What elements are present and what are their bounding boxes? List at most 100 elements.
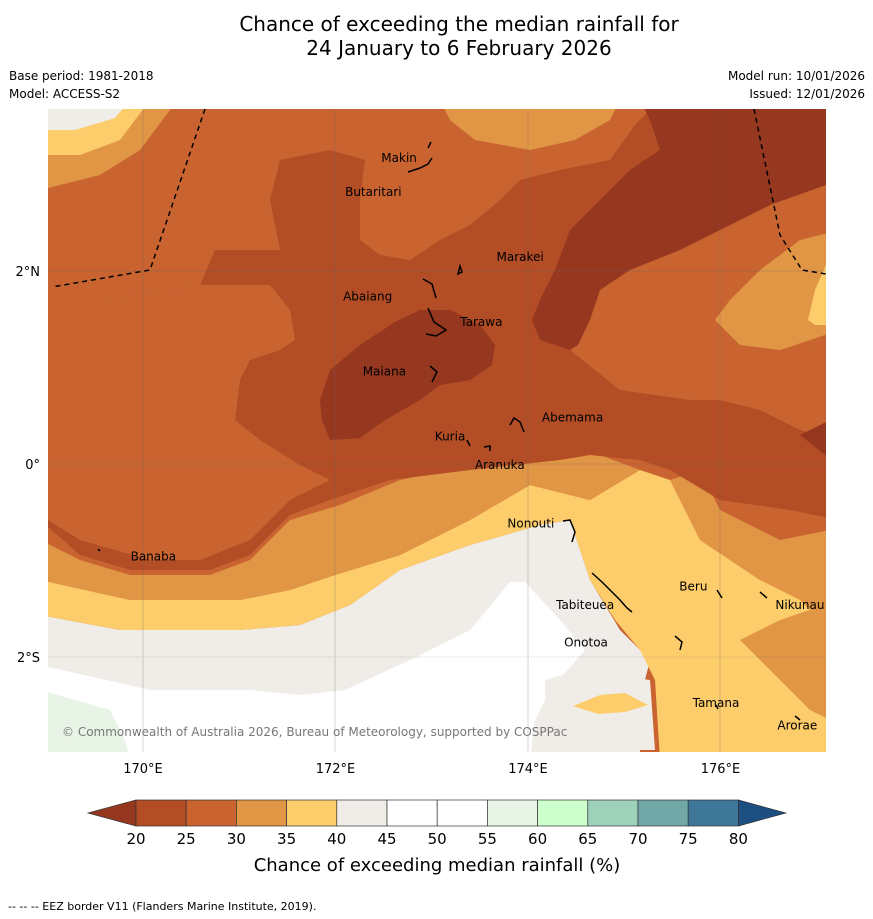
eez-footnote: -- -- -- EEZ border V11 (Flanders Marine… <box>8 900 317 913</box>
region-20-25-east <box>532 109 826 350</box>
place-label-tamana: Tamana <box>692 696 740 710</box>
colorbar-segment <box>587 799 639 827</box>
region-35-40-south-band <box>48 470 826 752</box>
island-aranuka <box>483 445 491 451</box>
island-nonouti <box>562 519 576 543</box>
island-arorae <box>794 715 801 721</box>
place-label-onotoa: Onotoa <box>564 635 608 649</box>
lat-tick-labels: 2°N 0° 2°S <box>16 265 41 666</box>
copyright-text: © Commonwealth of Australia 2026, Bureau… <box>62 725 567 739</box>
region-55-60-corner <box>48 692 128 752</box>
island-outlines <box>97 141 801 721</box>
eez-border-west <box>51 108 206 288</box>
colorbar-tick-label: 40 <box>327 830 346 848</box>
island-marakei <box>456 263 463 276</box>
colorbar-segment <box>386 799 438 827</box>
island-maiana <box>429 365 438 383</box>
colorbar-tick-label: 70 <box>628 830 647 848</box>
lat-tick-label: 2°N <box>16 265 41 280</box>
place-label-marakei: Marakei <box>497 250 544 264</box>
colorbar-low-extend <box>86 799 137 827</box>
colorbar-tick-label: 25 <box>177 830 196 848</box>
island-abemama <box>509 416 525 433</box>
island-kuria <box>466 439 471 447</box>
region-40-45-east <box>808 265 826 325</box>
region-40-45-northwest <box>48 109 123 130</box>
place-label-abaiang: Abaiang <box>343 289 392 303</box>
gridlines <box>48 109 826 752</box>
island-makin <box>427 141 432 149</box>
colorbar-tick-labels: 20 25 30 35 40 45 50 55 60 65 70 75 80 <box>126 830 747 848</box>
place-label-arorae: Arorae <box>777 718 817 732</box>
colorbar-segment <box>336 799 388 827</box>
colorbar-tick-label: 55 <box>478 830 497 848</box>
issued-date: Issued: 12/01/2026 <box>749 87 865 101</box>
colorbar-tick-label: 45 <box>377 830 396 848</box>
region-45-55-south <box>48 582 585 752</box>
place-label-maiana: Maiana <box>363 364 406 378</box>
region-35-40-patch <box>573 693 648 714</box>
lon-tick-label: 170°E <box>123 762 163 777</box>
place-labels: Makin Butaritari Marakei Abaiang Tarawa Maian… <box>131 151 825 732</box>
colorbar-high-extend <box>738 799 788 827</box>
colorbar-tick-label: 80 <box>729 830 748 848</box>
island-banaba <box>97 548 101 552</box>
colorbar-tick-label: 20 <box>126 830 145 848</box>
island-beru <box>716 589 723 599</box>
colorbar-segment <box>436 799 488 827</box>
colorbar-segment <box>687 799 739 827</box>
island-abaiang <box>422 278 437 299</box>
region-30-35-inner <box>48 285 330 560</box>
place-label-kuria: Kuria <box>435 430 466 444</box>
place-label-nonouti: Nonouti <box>507 516 554 530</box>
place-label-tarawa: Tarawa <box>459 315 502 329</box>
region-30-35-south-east <box>670 470 826 718</box>
island-nikunau <box>759 591 768 599</box>
colorbar <box>86 799 788 827</box>
lon-tick-label: 172°E <box>316 762 356 777</box>
island-tarawa <box>425 307 448 337</box>
island-butaritari <box>407 157 433 173</box>
colorbar-segment <box>236 799 287 827</box>
region-20-25-center <box>320 310 495 440</box>
colorbar-tick-label: 30 <box>227 830 246 848</box>
title-line-1: Chance of exceeding the median rainfall … <box>239 12 679 36</box>
colorbar-segment <box>537 799 589 827</box>
lat-tick-label: 2°S <box>17 651 40 666</box>
colorbar-label: Chance of exceeding median rainfall (%) <box>254 855 621 876</box>
title-line-2: 24 January to 6 February 2026 <box>306 36 612 60</box>
island-tabiteuea <box>591 572 633 613</box>
lon-tick-label: 176°E <box>701 762 741 777</box>
place-label-tabiteuea: Tabiteuea <box>555 598 614 612</box>
model-name: Model: ACCESS-S2 <box>9 87 121 101</box>
place-label-banaba: Banaba <box>131 550 177 564</box>
lon-tick-label: 174°E <box>508 762 548 777</box>
lat-tick-label: 0° <box>25 458 40 473</box>
region-30-35-north-center <box>444 109 616 150</box>
eez-border-east <box>753 108 827 275</box>
meta-right: Model run: 10/01/2026 Issued: 12/01/2026 <box>728 69 865 105</box>
place-label-butaritari: Butaritari <box>345 185 402 199</box>
contour-fill-group <box>48 109 826 752</box>
colorbar-segment <box>185 799 237 827</box>
place-label-abemama: Abemama <box>542 410 603 424</box>
meta-left: Base period: 1981-2018 Model: ACCESS-S2 <box>9 69 154 105</box>
colorbar-tick-label: 60 <box>528 830 547 848</box>
place-label-nikunau: Nikunau <box>775 598 824 612</box>
colorbar-tick-label: 35 <box>277 830 296 848</box>
colorbar-tick-label: 50 <box>428 830 447 848</box>
model-run: Model run: 10/01/2026 <box>727 69 865 83</box>
base-period: Base period: 1981-2018 <box>9 69 154 83</box>
chart-title: Chance of exceeding the median rainfall … <box>0 12 873 60</box>
region-20-25-east-edge <box>800 422 826 455</box>
island-onotoa <box>674 635 683 651</box>
colorbar-segment <box>487 799 538 827</box>
lon-tick-labels: 170°E 172°E 174°E 176°E <box>123 762 740 777</box>
island-tamana <box>715 704 719 710</box>
region-35-40-east <box>715 233 826 350</box>
colorbar-segment <box>637 799 689 827</box>
place-label-makin: Makin <box>381 151 417 165</box>
place-label-aranuka: Aranuka <box>475 458 525 472</box>
colorbar-segment <box>135 799 187 827</box>
